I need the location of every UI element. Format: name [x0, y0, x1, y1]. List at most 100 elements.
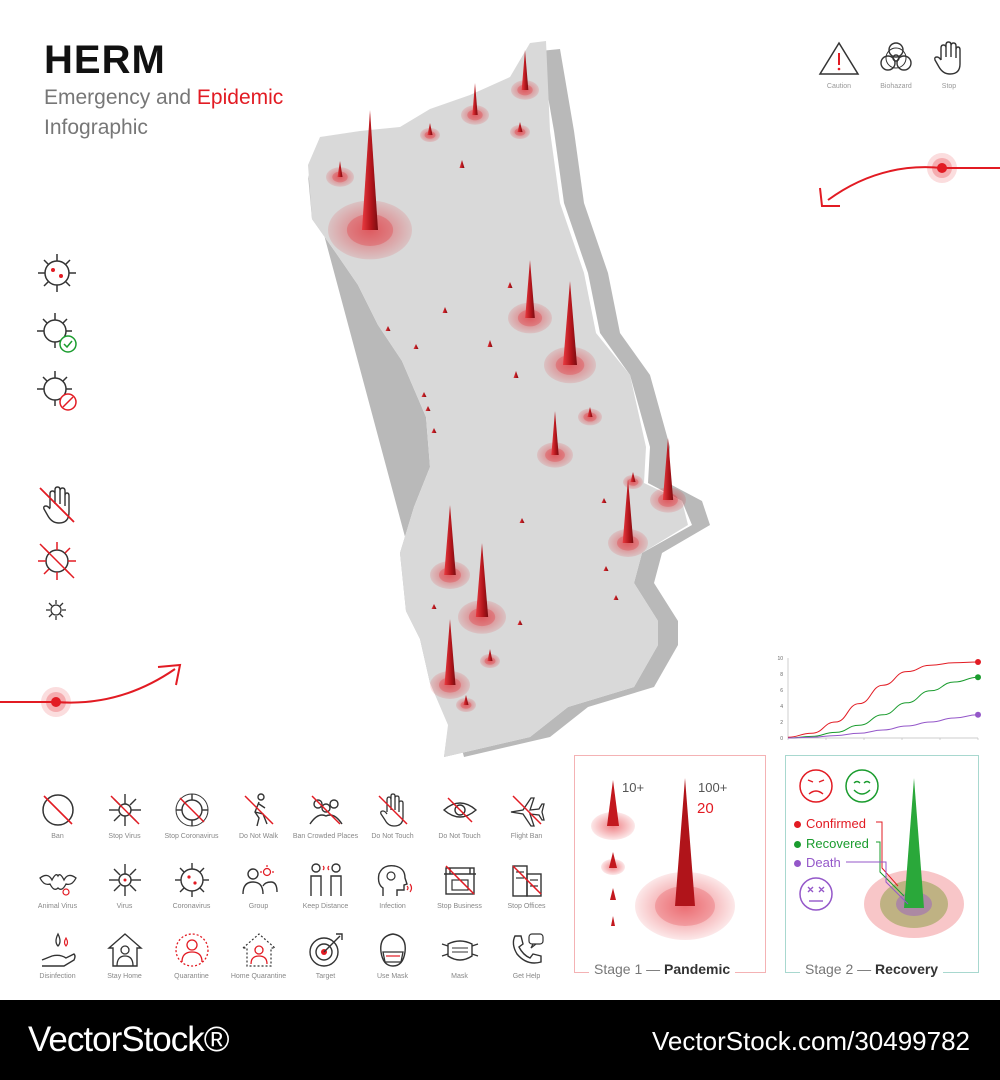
grid-label: Do Not Touch — [438, 833, 481, 840]
grid-item-mask: Mask — [426, 930, 493, 992]
biohazard-icon — [880, 42, 912, 71]
spike-marker — [385, 326, 391, 331]
grid-item-virus: Virus — [91, 860, 158, 922]
spike-marker — [603, 566, 609, 571]
do-not-touch-hand-icon — [377, 793, 408, 827]
do-not-walk-icon — [243, 793, 274, 827]
spike-marker — [563, 281, 577, 365]
grid-label: Group — [248, 903, 269, 910]
grid-label: Stop Coronavirus — [164, 833, 219, 840]
caution-label: Caution — [826, 83, 852, 90]
death-leader — [846, 861, 909, 905]
y-tick-label: 10 — [777, 656, 783, 662]
grid-label: Flight Ban — [510, 833, 543, 840]
grid-label: Quarantine — [174, 973, 209, 980]
grid-item-ban: Ban — [24, 790, 91, 852]
grid-item-home-quarantine: Home Quarantine — [225, 930, 292, 992]
spike-marker — [587, 407, 593, 417]
spike-marker — [442, 307, 448, 313]
stage1-label-pre: Stage 1 — — [594, 961, 665, 977]
bottom-left-arrow — [0, 663, 182, 717]
grid-label: Stop Virus — [108, 833, 141, 840]
grid-label: Target — [315, 973, 336, 980]
stage1-large-spike — [675, 778, 695, 906]
grid-item-flight-ban: Flight Ban — [493, 790, 560, 852]
footer-brand: VectorStock® — [28, 1020, 230, 1059]
grid-label: Keep Distance — [302, 903, 349, 910]
series-line-0 — [787, 661, 979, 738]
mask-icon — [441, 940, 478, 961]
confirmed-dot — [794, 821, 801, 829]
spike-marker — [463, 695, 469, 705]
stage1-panel: 10+ 100+ 20 Stage 1 — Pandemic — [574, 755, 766, 977]
legend-recovered-label: Recovered — [806, 836, 869, 851]
spike-marker — [517, 620, 523, 625]
grid-item-stop-business: Stop Business — [426, 860, 493, 922]
grid-label: Get Help — [512, 973, 541, 980]
stop-business-icon — [443, 865, 476, 895]
icon-grid: Ban Stop Virus Stop Coronavirus Do Not W… — [24, 790, 564, 992]
stage2-spike — [904, 778, 924, 908]
page-subtitle-line2: Infographic — [44, 116, 148, 139]
disinfection-icon — [41, 932, 76, 967]
grid-item-keep-distance: Keep Distance — [292, 860, 359, 922]
spike-marker — [519, 518, 525, 523]
group-icon — [241, 865, 278, 895]
caution-icon — [818, 41, 860, 75]
ban-crowded-places-icon — [308, 795, 343, 825]
spike-marker — [525, 260, 535, 318]
grid-item-stop-coronavirus: Stop Coronavirus — [158, 790, 225, 852]
death-dot — [794, 860, 801, 868]
spike-marker — [551, 411, 559, 455]
y-tick-label: 4 — [780, 704, 783, 710]
legend-confirmed: Confirmed — [794, 816, 866, 831]
grid-label: Do Not Touch — [371, 833, 414, 840]
virus-icon — [38, 254, 76, 292]
spike-marker — [487, 340, 493, 347]
subtitle-epidemic: Epidemic — [196, 86, 284, 109]
grid-item-no-touch: Do Not Touch — [359, 790, 426, 852]
stop-coronavirus-icon — [175, 793, 208, 827]
spike-marker — [421, 392, 427, 397]
stage1-large-value: 100+ — [698, 780, 728, 795]
stage2-panel: Confirmed Recovered Death Stage 2 — Reco… — [785, 755, 979, 977]
spike-marker — [521, 50, 529, 90]
spike-marker — [362, 110, 378, 230]
stage1-graphic — [591, 778, 735, 940]
grid-item-target: Target — [292, 930, 359, 992]
home-quarantine-icon — [240, 933, 277, 967]
grid-label: Stop Offices — [507, 903, 546, 910]
biohazard-item: Biohazard — [873, 40, 919, 90]
stage1-tiny-spike-2 — [610, 888, 616, 900]
spike-marker — [413, 344, 419, 349]
stay-home-icon — [106, 933, 143, 967]
spike-marker — [613, 595, 619, 600]
series-end-point-1 — [975, 674, 981, 681]
quarantine-icon — [174, 933, 209, 967]
epidemic-spikes — [326, 50, 686, 712]
spike-marker — [622, 479, 634, 543]
stop-virus-icon — [108, 794, 141, 826]
stop-item: Stop — [926, 40, 972, 90]
infection-icon — [377, 864, 412, 896]
subtitle-part1: Emergency and — [44, 86, 197, 109]
stage1-count: 20 — [697, 800, 714, 817]
biohazard-label: Biohazard — [880, 83, 912, 90]
grid-item-disinfection: Disinfection — [24, 930, 91, 992]
grid-item-get-help: Get Help — [493, 930, 560, 992]
animal-virus-icon — [38, 874, 77, 896]
do-not-touch-eye-icon — [442, 797, 477, 823]
spike-marker — [507, 282, 513, 288]
legend-recovered: Recovered — [794, 836, 869, 851]
grid-item-stop-offices: Stop Offices — [493, 860, 560, 922]
stage1-small-spike — [607, 780, 619, 826]
virus-blocked-icon — [37, 371, 77, 411]
small-virus-icon — [46, 600, 66, 620]
spike-marker — [444, 619, 456, 685]
grid-label: Ban — [51, 833, 64, 840]
stop-label: Stop — [941, 83, 957, 90]
stage2-label: Stage 2 — Recovery — [800, 961, 944, 977]
series-line-1 — [787, 676, 979, 739]
y-tick-label: 6 — [780, 688, 783, 694]
legend-death-label: Death — [806, 855, 841, 870]
